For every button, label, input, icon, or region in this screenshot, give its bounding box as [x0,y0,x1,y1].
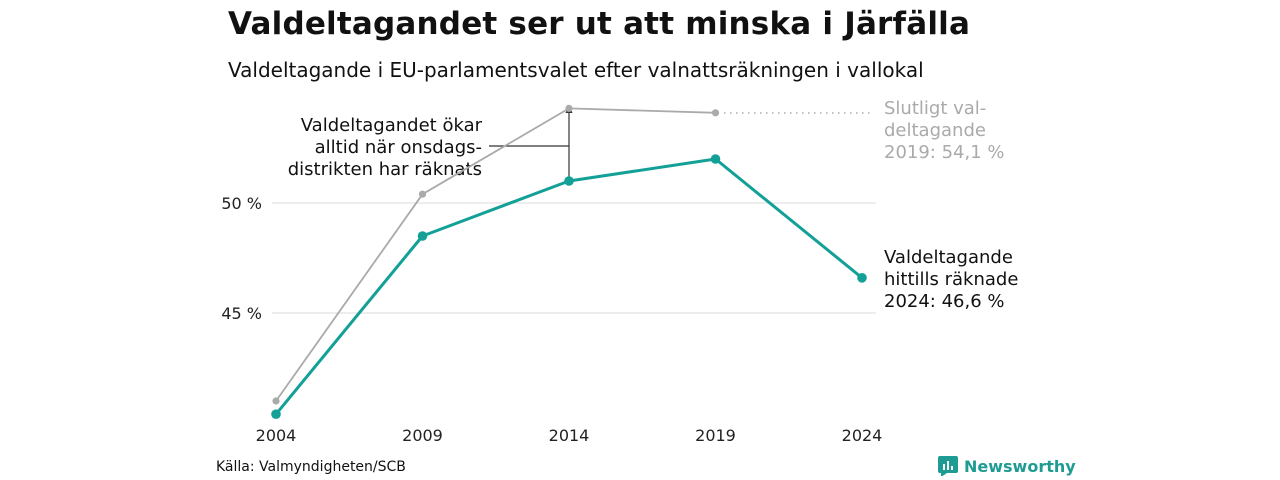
current-label-line-1: Valdeltagande [884,247,1013,268]
final-label-line-2: deltagande [884,120,986,141]
x-tick-label: 2019 [695,426,736,445]
x-tick-label: 2004 [256,426,297,445]
series-line-final [275,107,716,402]
data-point-current [564,176,574,186]
y-tick-label: 45 % [221,304,262,323]
chart-title: Valdeltagandet ser ut att minska i Järfä… [228,6,971,42]
x-tick-label: 2014 [549,426,590,445]
y-tick-label: 50 % [221,194,262,213]
series-line-current [274,157,863,416]
source-note: Källa: Valmyndigheten/SCB [216,459,406,475]
data-point-final [565,104,573,112]
newsworthy-logo: Newsworthy [938,456,1076,476]
x-tick-label: 2009 [402,426,443,445]
data-point-final [711,109,720,117]
final-label-line-1: Slutligt val- [884,98,986,119]
line-chart: 45 % 50 % 2004 2009 2014 2019 2024 Valdeltaga… [221,98,1018,445]
current-label-line-3: 2024: 46,6 % [884,291,1005,312]
data-point-current [857,273,867,283]
data-point-current [271,409,281,420]
newsworthy-logo-icon [938,456,958,476]
final-label-line-3: 2019: 54,1 % [884,142,1005,163]
chart-subtitle: Valdeltagande i EU-parlamentsvalet efter… [228,58,924,82]
callout-note-line-1: Valdeltagandet ökar [301,115,483,136]
data-point-final [418,190,427,198]
newsworthy-logo-text: Newsworthy [964,456,1076,476]
data-point-current [710,154,721,164]
x-tick-label: 2024 [842,426,883,445]
data-point-final [272,397,280,405]
callout-note-line-2: alltid när onsdags- [315,137,482,158]
callout-note-line-3: distrikten har räknats [288,159,482,180]
current-label-line-2: hittills räknade [884,269,1018,290]
data-point-current [417,231,428,241]
